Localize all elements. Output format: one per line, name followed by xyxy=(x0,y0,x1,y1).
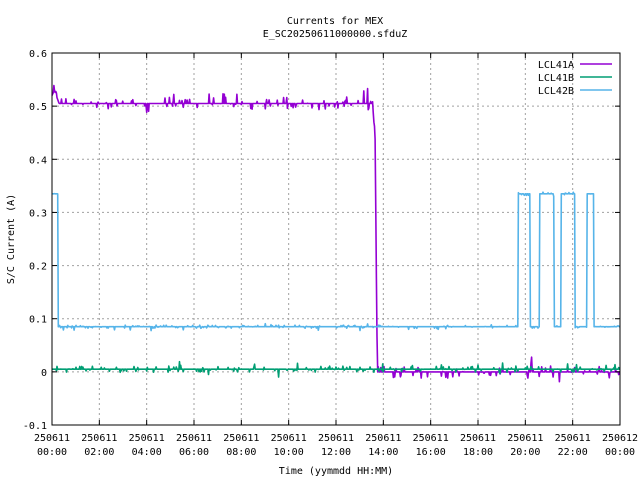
legend-label-lcl42b: LCL42B xyxy=(538,86,574,97)
y-tick-label: 0.5 xyxy=(29,102,47,113)
x-tick-date-label: 250611 xyxy=(507,433,543,444)
y-tick-label: 0 xyxy=(41,368,47,379)
x-tick-date-label: 250611 xyxy=(81,433,117,444)
x-tick-date-label: 250612 xyxy=(602,433,638,444)
x-axis-label: Time (yymmdd HH:MM) xyxy=(279,466,393,477)
x-tick-time-label: 00:00 xyxy=(37,447,67,458)
y-axis-label: S/C Current (A) xyxy=(6,194,17,284)
x-tick-time-label: 22:00 xyxy=(558,447,588,458)
x-tick-date-label: 250611 xyxy=(129,433,165,444)
y-tick-label: 0.6 xyxy=(29,49,47,60)
series-line-lcl42b xyxy=(51,191,621,332)
chart-subtitle: E_SC20250611000000.sfduZ xyxy=(263,29,408,40)
ticks: -0.1 0 0.1 0.2 0.3 0.4 0.5 0.6 250611 00:00 250611… xyxy=(23,49,638,458)
x-tick-time-label: 16:00 xyxy=(416,447,446,458)
x-tick-time-label: 20:00 xyxy=(510,447,540,458)
series-line-lcl41b xyxy=(51,360,621,378)
grid xyxy=(52,53,620,425)
x-tick-date-label: 250611 xyxy=(223,433,259,444)
y-tick-label: 0.3 xyxy=(29,208,47,219)
x-tick-date-label: 250611 xyxy=(555,433,591,444)
x-tick-date-label: 250611 xyxy=(460,433,496,444)
x-tick-date-label: 250611 xyxy=(271,433,307,444)
x-tick-time-label: 08:00 xyxy=(226,447,256,458)
x-tick-time-label: 14:00 xyxy=(368,447,398,458)
x-tick-time-label: 02:00 xyxy=(84,447,114,458)
legend-label-lcl41a: LCL41A xyxy=(538,60,574,71)
series-line-lcl41a xyxy=(51,84,621,383)
chart-title: Currents for MEX xyxy=(287,16,383,27)
y-tick-label: 0.2 xyxy=(29,262,47,273)
x-tick-time-label: 10:00 xyxy=(274,447,304,458)
x-tick-date-label: 250611 xyxy=(318,433,354,444)
y-tick-label: -0.1 xyxy=(23,421,47,432)
x-tick-time-label: 12:00 xyxy=(321,447,351,458)
x-tick-time-label: 00:00 xyxy=(605,447,635,458)
x-tick-date-label: 250611 xyxy=(413,433,449,444)
x-tick-date-label: 250611 xyxy=(176,433,212,444)
y-tick-label: 0.1 xyxy=(29,315,47,326)
x-tick-date-label: 250611 xyxy=(34,433,70,444)
x-tick-date-label: 250611 xyxy=(365,433,401,444)
x-tick-time-label: 04:00 xyxy=(132,447,162,458)
legend: LCL41A LCL41B LCL42B xyxy=(538,60,612,97)
legend-label-lcl41b: LCL41B xyxy=(538,73,574,84)
x-tick-time-label: 18:00 xyxy=(463,447,493,458)
x-tick-time-label: 06:00 xyxy=(179,447,209,458)
series-group xyxy=(51,84,621,383)
y-tick-label: 0.4 xyxy=(29,155,47,166)
